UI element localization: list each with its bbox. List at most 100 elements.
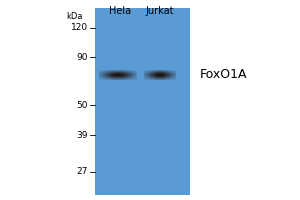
Bar	[146, 71, 147, 72]
Bar	[131, 77, 132, 78]
Bar	[160, 78, 161, 79]
Bar	[153, 72, 154, 73]
Bar	[145, 71, 146, 72]
Bar	[105, 74, 106, 75]
Bar	[107, 71, 108, 72]
Bar	[167, 71, 168, 72]
Bar	[156, 74, 157, 75]
Bar	[158, 71, 159, 72]
Bar	[171, 73, 172, 74]
Bar	[123, 77, 124, 78]
Bar	[113, 72, 114, 73]
Bar	[170, 74, 171, 75]
Bar	[168, 79, 169, 80]
Bar	[149, 73, 150, 74]
Bar	[160, 79, 161, 80]
Bar	[101, 74, 102, 75]
Bar	[120, 73, 121, 74]
Bar	[152, 76, 153, 77]
Bar	[135, 71, 136, 72]
Bar	[121, 77, 122, 78]
Bar	[111, 70, 112, 71]
Bar	[168, 75, 169, 76]
Bar	[163, 77, 164, 78]
Bar	[110, 71, 111, 72]
Bar	[173, 78, 174, 79]
Bar	[153, 75, 154, 76]
Bar	[113, 75, 114, 76]
Bar	[129, 72, 130, 73]
Bar	[150, 77, 151, 78]
Bar	[144, 77, 145, 78]
Bar	[159, 72, 160, 73]
Bar	[130, 77, 131, 78]
Bar	[129, 75, 130, 76]
Bar	[133, 70, 134, 71]
Bar	[144, 71, 145, 72]
Bar	[163, 78, 164, 79]
Bar	[128, 75, 129, 76]
Bar	[144, 78, 145, 79]
Text: kDa: kDa	[67, 12, 83, 21]
Bar	[161, 74, 162, 75]
Bar	[145, 77, 146, 78]
Bar	[156, 77, 157, 78]
Bar	[174, 72, 175, 73]
Bar	[157, 72, 158, 73]
Bar	[100, 73, 101, 74]
Bar	[163, 71, 164, 72]
Bar	[123, 78, 124, 79]
Bar	[158, 76, 159, 77]
Bar	[160, 77, 161, 78]
Bar	[160, 75, 161, 76]
Bar	[99, 70, 100, 71]
Bar	[155, 76, 156, 77]
Bar	[125, 70, 126, 71]
Bar	[153, 73, 154, 74]
Bar	[148, 71, 149, 72]
Bar	[151, 74, 152, 75]
Bar	[151, 76, 152, 77]
Bar	[156, 79, 157, 80]
Bar	[113, 77, 114, 78]
Bar	[155, 78, 156, 79]
Bar	[103, 74, 104, 75]
Bar	[169, 74, 170, 75]
Bar	[173, 79, 174, 80]
Bar	[129, 76, 130, 77]
Bar	[126, 74, 127, 75]
Bar	[109, 76, 110, 77]
Bar	[111, 76, 112, 77]
Bar	[162, 75, 163, 76]
Bar	[165, 71, 166, 72]
Text: 90: 90	[76, 52, 88, 62]
Bar	[172, 71, 173, 72]
Bar	[122, 70, 123, 71]
Bar	[111, 71, 112, 72]
Bar	[160, 71, 161, 72]
Bar	[169, 77, 170, 78]
Bar	[156, 73, 157, 74]
Bar	[108, 70, 109, 71]
Bar	[110, 78, 111, 79]
Bar	[163, 72, 164, 73]
Bar	[110, 77, 111, 78]
Bar	[151, 77, 152, 78]
Bar	[154, 76, 155, 77]
Bar	[104, 78, 105, 79]
Bar	[153, 74, 154, 75]
Bar	[118, 78, 119, 79]
Bar	[104, 70, 105, 71]
Bar	[134, 73, 135, 74]
Bar	[99, 78, 100, 79]
Bar	[148, 70, 149, 71]
Bar	[108, 79, 109, 80]
Bar	[124, 71, 125, 72]
Bar	[131, 75, 132, 76]
Bar	[132, 71, 133, 72]
Bar	[120, 76, 121, 77]
Bar	[107, 70, 108, 71]
Bar	[147, 73, 148, 74]
Bar	[152, 75, 153, 76]
Bar	[148, 78, 149, 79]
